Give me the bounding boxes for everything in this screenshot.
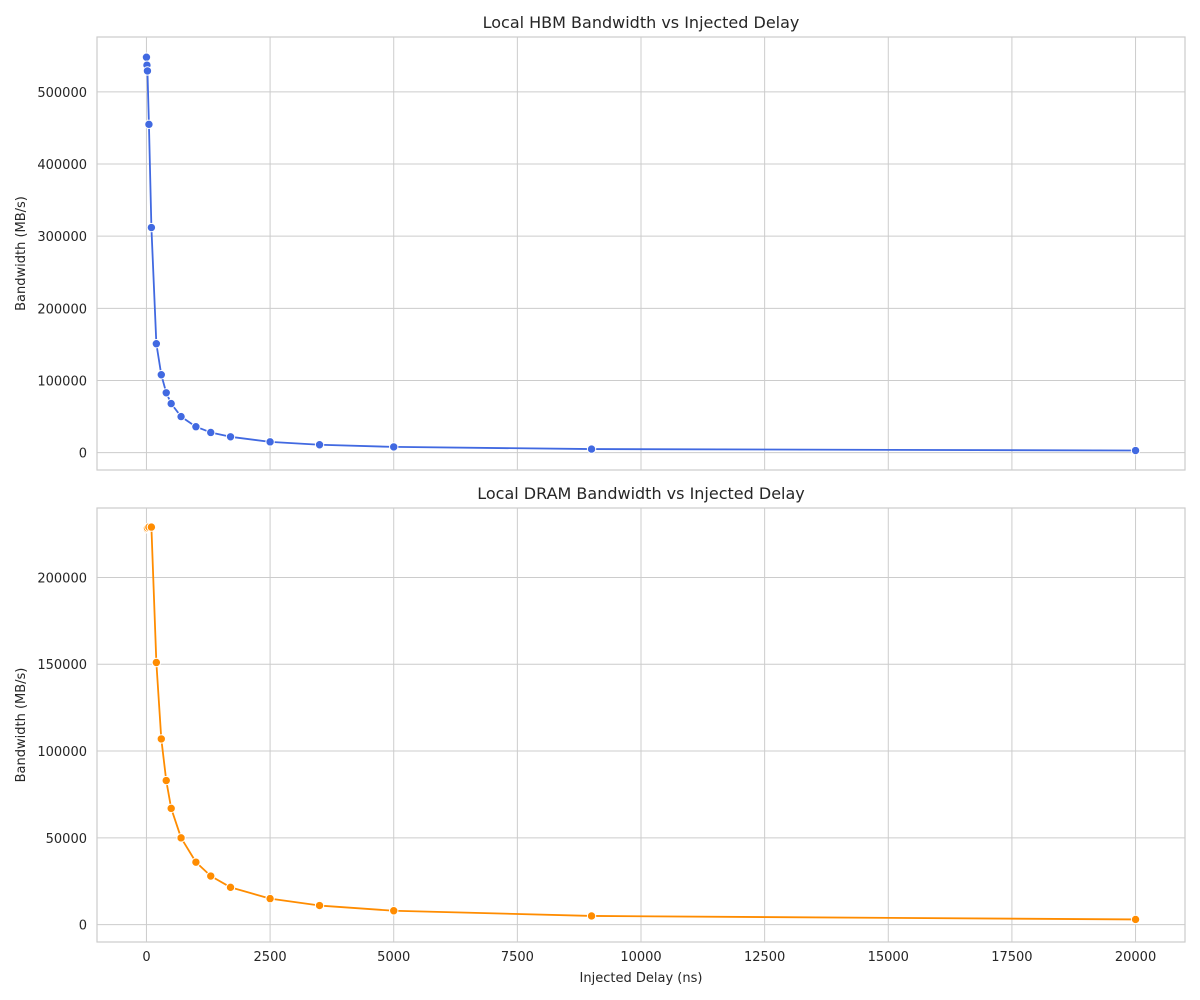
dram-data-point	[151, 657, 162, 668]
hbm-y-axis-label: Bandwidth (MB/s)	[14, 196, 29, 311]
dram-x-tick-label: 2500	[254, 950, 287, 965]
hbm-y-tick-label: 300000	[37, 230, 87, 245]
hbm-y-tick-label: 500000	[37, 86, 87, 101]
dram-plot-frame	[96, 507, 1186, 943]
dram-data-point	[156, 734, 166, 744]
hbm-data-point	[151, 339, 162, 349]
dram-data-point	[225, 882, 236, 893]
hbm-data-point	[146, 222, 157, 233]
hbm-data-point	[586, 444, 597, 454]
hbm-data-point	[206, 427, 216, 438]
hbm-data-point	[191, 422, 201, 432]
hbm-bandwidth-chart: 0 100000 200000 300000 400000 500000 Local HB…	[14, 13, 1186, 471]
dram-data-point	[314, 900, 325, 911]
hbm-series-line	[145, 57, 1136, 452]
dram-x-tick-label: 0	[142, 950, 150, 965]
hbm-line-layer	[145, 57, 1136, 452]
dram-x-tick-label: 12500	[744, 950, 785, 965]
hbm-data-point	[142, 66, 153, 76]
hbm-y-tick-labels: 0 100000 200000 300000 400000 500000	[37, 86, 87, 462]
dram-y-tick-labels: 0 50000 100000 150000 200000	[37, 571, 87, 933]
hbm-grid	[97, 37, 1185, 470]
hbm-data-point	[1130, 445, 1141, 456]
dram-data-point	[265, 893, 275, 904]
hbm-data-point	[176, 411, 186, 422]
dram-data-point	[586, 911, 597, 921]
dram-x-tick-label: 10000	[620, 950, 661, 965]
dram-chart-title: Local DRAM Bandwidth vs Injected Delay	[477, 484, 805, 503]
dram-x-tick-label: 7500	[501, 950, 534, 965]
dram-data-point	[389, 906, 399, 916]
hbm-chart-title: Local HBM Bandwidth vs Injected Delay	[483, 13, 800, 32]
hbm-data-point	[156, 370, 166, 380]
dram-marker-layer	[141, 522, 1141, 925]
dram-data-point	[191, 857, 201, 867]
hbm-y-tick-label: 200000	[37, 302, 87, 317]
dram-y-axis-label: Bandwidth (MB/s)	[14, 668, 29, 783]
dram-y-tick-label: 150000	[37, 658, 87, 673]
hbm-y-tick-label: 0	[79, 447, 87, 462]
hbm-data-point	[161, 388, 171, 398]
dram-data-point	[166, 803, 176, 814]
dram-data-point	[1130, 914, 1141, 925]
dram-x-tick-label: 15000	[868, 950, 909, 965]
dram-bandwidth-chart: 0 50000 100000 150000 200000 0 2500 5000 7500 10…	[14, 484, 1186, 986]
dram-grid	[97, 508, 1185, 942]
dram-y-tick-label: 0	[79, 919, 87, 934]
hbm-data-point	[389, 442, 399, 452]
dram-x-tick-label: 17500	[991, 950, 1032, 965]
hbm-y-tick-label: 400000	[37, 158, 87, 173]
hbm-marker-layer	[141, 52, 1141, 456]
hbm-data-point	[144, 119, 154, 130]
hbm-y-tick-label: 100000	[37, 375, 87, 390]
hbm-data-point	[166, 398, 176, 409]
hbm-data-point	[141, 52, 152, 62]
hbm-data-point	[314, 440, 325, 450]
hbm-plot-frame	[96, 36, 1186, 471]
dram-x-tick-label: 5000	[377, 950, 410, 965]
dram-data-point	[176, 833, 186, 843]
dram-x-tick-label: 20000	[1115, 950, 1156, 965]
dram-x-tick-labels: 0 2500 5000 7500 10000 12500 15000 17500 20000	[142, 950, 1156, 965]
dram-data-point	[161, 775, 171, 786]
dram-y-tick-label: 100000	[37, 745, 87, 760]
hbm-data-point	[225, 432, 236, 442]
dram-y-tick-label: 200000	[37, 571, 87, 586]
hbm-data-point	[265, 437, 275, 447]
dram-x-axis-label: Injected Delay (ns)	[580, 971, 703, 986]
dram-y-tick-label: 50000	[46, 832, 87, 847]
dram-data-point	[146, 522, 157, 532]
dram-data-point	[206, 871, 216, 881]
